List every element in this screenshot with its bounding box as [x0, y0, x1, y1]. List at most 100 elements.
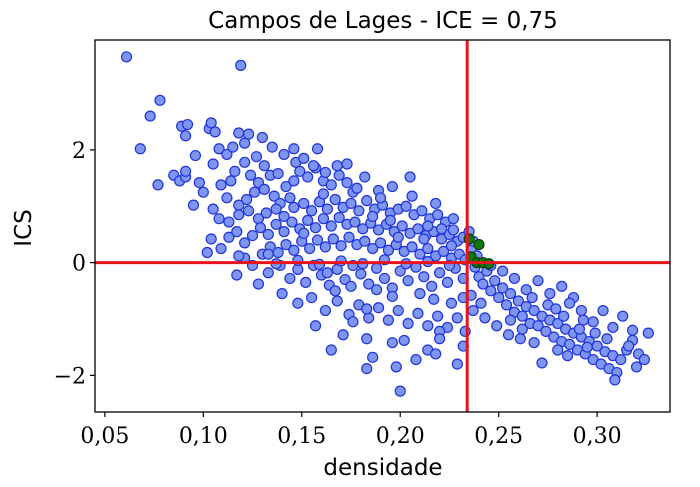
data-point	[239, 137, 251, 149]
data-point	[428, 293, 440, 305]
data-point	[345, 280, 357, 292]
data-point	[432, 209, 444, 221]
data-point	[223, 216, 235, 228]
y-tick-label: 2	[72, 139, 86, 164]
data-point	[327, 233, 339, 245]
data-points	[120, 51, 654, 397]
x-tick-label: 0,20	[376, 424, 425, 449]
data-point	[623, 340, 635, 352]
data-point	[223, 231, 235, 243]
data-point	[412, 307, 424, 319]
data-point	[205, 117, 217, 129]
data-point	[300, 276, 312, 288]
data-point	[258, 183, 270, 195]
data-point	[179, 165, 192, 177]
data-point	[367, 242, 379, 255]
data-point	[205, 233, 217, 245]
data-point	[298, 152, 310, 164]
data-point	[540, 325, 552, 337]
data-point	[459, 325, 471, 337]
data-point	[414, 288, 426, 300]
data-point	[260, 207, 272, 219]
data-point	[475, 297, 487, 309]
data-point	[294, 165, 306, 177]
data-point	[626, 324, 639, 336]
data-point	[441, 276, 454, 288]
data-point	[552, 344, 564, 356]
data-point	[244, 169, 257, 181]
data-point	[416, 205, 428, 217]
data-point	[272, 246, 284, 259]
data-point	[390, 361, 402, 373]
data-point	[615, 353, 627, 366]
data-point	[406, 241, 418, 253]
data-point	[215, 179, 227, 191]
data-point	[402, 275, 414, 287]
data-point	[201, 246, 213, 259]
data-point	[491, 320, 503, 332]
data-point	[321, 203, 333, 215]
data-point	[152, 179, 164, 191]
data-point	[589, 327, 601, 339]
x-tick-label: 0,30	[573, 424, 622, 449]
data-point	[367, 210, 379, 223]
data-point	[351, 182, 363, 194]
data-point	[242, 128, 255, 140]
data-point	[207, 158, 219, 170]
data-point	[597, 304, 609, 317]
data-point	[288, 201, 300, 213]
data-point	[359, 235, 371, 247]
data-point	[233, 127, 245, 139]
data-point	[335, 255, 347, 267]
data-point	[306, 205, 318, 217]
highlight-point	[463, 233, 475, 245]
data-point	[479, 312, 491, 324]
data-point	[402, 317, 414, 330]
data-point	[361, 303, 373, 315]
data-point	[361, 195, 373, 207]
data-point	[609, 374, 621, 386]
data-point	[504, 288, 517, 300]
data-point	[262, 248, 274, 260]
data-point	[321, 267, 333, 279]
data-point	[235, 59, 247, 71]
data-point	[528, 337, 540, 349]
data-point	[422, 220, 434, 232]
data-point	[532, 320, 544, 332]
data-point	[288, 143, 300, 155]
data-point	[319, 304, 331, 317]
data-point	[272, 167, 284, 180]
data-point	[262, 267, 274, 279]
data-point	[422, 320, 434, 332]
data-point	[434, 267, 446, 279]
data-point	[550, 303, 562, 315]
data-point	[577, 314, 589, 326]
data-point	[329, 193, 341, 206]
data-point	[642, 327, 654, 339]
data-point	[532, 275, 544, 287]
data-point	[563, 338, 576, 350]
data-point	[333, 211, 345, 224]
y-axis-ticks: −2 0 2	[54, 139, 95, 389]
data-point	[398, 334, 410, 347]
data-point	[288, 175, 300, 187]
data-point	[361, 333, 373, 345]
data-point	[341, 158, 353, 170]
data-point	[252, 278, 265, 290]
plot-frame	[94, 39, 671, 413]
data-point	[617, 310, 629, 322]
data-point	[280, 180, 292, 193]
data-point	[307, 160, 320, 172]
data-point	[378, 272, 391, 285]
data-point	[189, 149, 202, 162]
data-point	[406, 190, 418, 202]
data-point	[477, 278, 489, 290]
data-point	[266, 141, 278, 153]
data-point	[337, 329, 349, 341]
data-point	[563, 297, 576, 309]
data-point	[418, 233, 430, 245]
data-point	[447, 213, 459, 225]
data-point	[246, 229, 259, 242]
data-point	[372, 224, 385, 236]
data-point	[575, 304, 587, 317]
